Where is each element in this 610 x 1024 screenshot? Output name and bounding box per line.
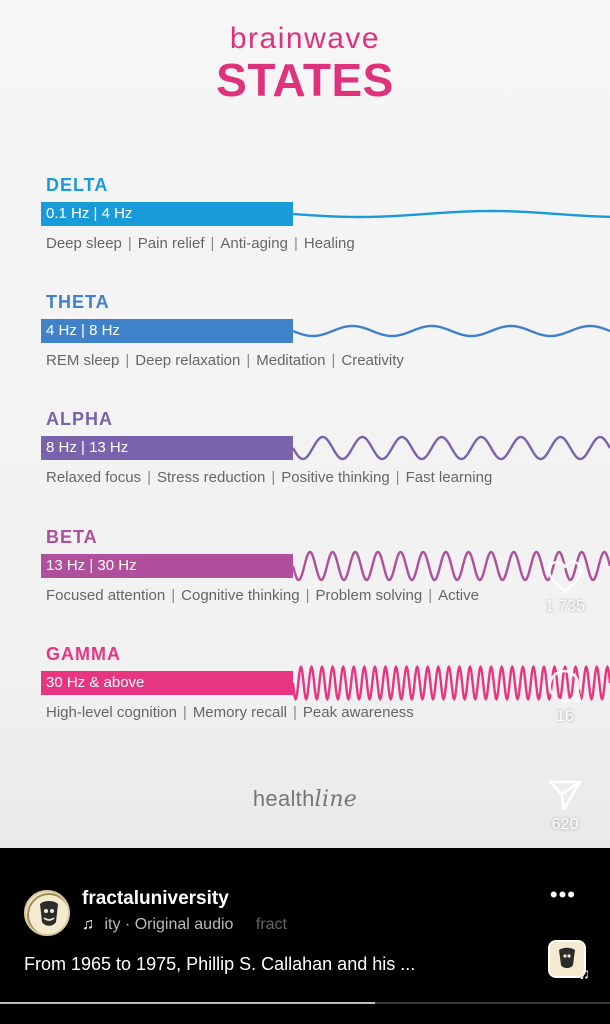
post-caption[interactable]: From 1965 to 1975, Phillip S. Callahan a… <box>24 954 416 974</box>
wave-name: BETA <box>46 527 98 547</box>
tag-separator: | <box>271 469 276 486</box>
wave-line-icon <box>293 209 610 219</box>
wave-effect-tag: Peak awareness <box>302 704 414 721</box>
title-main: STATES <box>216 54 394 106</box>
comment-bubble-icon <box>548 669 582 703</box>
tag-separator: | <box>293 235 298 252</box>
wave-line-icon <box>293 665 610 701</box>
wave-effect-tag: Cognitive thinking <box>181 587 300 604</box>
wave-effect-tag: Active <box>438 587 479 604</box>
wave-name: THETA <box>46 292 110 312</box>
share-count: 620 <box>551 816 579 833</box>
avatar-emblem-icon <box>27 893 68 934</box>
wave-effect-tag: REM sleep <box>46 352 120 369</box>
wave-row-delta: DELTA 0.1 Hz | 4 Hz Deep sleep | Pain relief… <box>0 174 610 274</box>
wave-effects: Focused attention | Cognitive thinking | Pro… <box>46 586 479 606</box>
brainwave-infographic: brainwave STATES DELTA 0.1 Hz | 4 Hz Deep … <box>0 0 610 848</box>
audio-dot: · <box>124 916 131 933</box>
send-paper-plane-icon <box>548 780 582 811</box>
wave-effect-tag: Deep relaxation <box>135 352 241 369</box>
more-options-button[interactable]: ••• <box>549 882 576 907</box>
comment-count: 16 <box>556 708 574 725</box>
wave-effect-tag: Pain relief <box>137 235 205 252</box>
wave-effects: Relaxed focus | Stress reduction | Positive … <box>46 468 492 488</box>
avatar[interactable] <box>24 890 70 936</box>
heart-icon <box>547 560 583 593</box>
video-progress-track[interactable] <box>0 1002 610 1004</box>
wave-effect-tag: Positive thinking <box>281 469 390 486</box>
title-top: brainwave <box>229 22 381 55</box>
wave-effect-tag: Deep sleep <box>46 235 122 252</box>
tag-separator: | <box>127 235 132 252</box>
wave-row-alpha: ALPHA 8 Hz | 13 Hz Relaxed focus | Stress re… <box>0 408 610 508</box>
wave-frequency-bar: 0.1 Hz | 4 Hz <box>41 202 293 226</box>
tag-separator: | <box>182 704 187 721</box>
tag-separator: | <box>395 469 400 486</box>
post-footer: fractaluniversity ♫ ity · Original audio… <box>0 848 610 1024</box>
wave-effect-tag: Anti-aging <box>220 235 288 252</box>
tag-separator: | <box>428 587 433 604</box>
wave-name: DELTA <box>46 175 109 195</box>
wave-line-icon <box>293 550 610 582</box>
wave-effects: REM sleep | Deep relaxation | Meditation | Cre… <box>46 351 404 371</box>
wave-effects: Deep sleep | Pain relief | Anti-aging | Healin… <box>46 234 355 254</box>
tag-separator: | <box>147 469 151 486</box>
wave-name: GAMMA <box>46 644 121 664</box>
wave-effect-tag: Stress reduction <box>156 469 266 486</box>
username[interactable]: fractaluniversity <box>82 888 229 909</box>
video-progress-fill <box>0 1002 376 1004</box>
brand-part2: line <box>314 787 358 812</box>
like-count: 1.735 <box>544 598 586 615</box>
tag-separator: | <box>210 235 215 252</box>
share-button[interactable]: 620 <box>520 778 610 834</box>
brand-part1: health <box>252 786 315 811</box>
audio-line[interactable]: ♫ ity · Original audio fract <box>82 916 287 934</box>
wave-row-theta: THETA 4 Hz | 8 Hz REM sleep | Deep relaxatio… <box>0 291 610 391</box>
wave-frequency-bar: 30 Hz & above <box>41 671 293 695</box>
wave-row-beta: BETA 13 Hz | 30 Hz Focused attention | Cogni… <box>0 526 610 626</box>
wave-row-gamma: GAMMA 30 Hz & above High-level cognition | M… <box>0 643 610 743</box>
audio-trailing: fract <box>255 916 287 933</box>
wave-line-icon <box>293 435 610 461</box>
audio-label: Original audio <box>134 916 234 933</box>
comment-button[interactable]: 16 <box>520 668 610 726</box>
wave-name: ALPHA <box>46 409 113 429</box>
tag-separator: | <box>293 704 297 721</box>
wave-effect-tag: Focused attention <box>46 587 166 604</box>
wave-effect-tag: High-level cognition <box>46 704 177 721</box>
wave-effect-tag: Relaxed focus <box>46 469 142 486</box>
wave-line-icon <box>293 324 610 338</box>
wave-effects: High-level cognition | Memory recall | Peak … <box>46 703 414 723</box>
wave-effect-tag: Problem solving <box>315 587 423 604</box>
wave-effect-tag: Fast learning <box>405 469 493 486</box>
wave-effect-tag: Memory recall <box>192 704 287 721</box>
wave-frequency-bar: 13 Hz | 30 Hz <box>41 554 293 578</box>
tag-separator: | <box>171 587 176 604</box>
music-note-icon: ♫ <box>578 966 590 983</box>
music-note-icon: ♫ <box>82 916 94 933</box>
audio-prefix: ity <box>104 916 121 933</box>
audio-thumbnail[interactable] <box>548 940 586 978</box>
tag-separator: | <box>125 352 130 369</box>
wave-effect-tag: Creativity <box>341 352 404 369</box>
wave-frequency-bar: 8 Hz | 13 Hz <box>41 436 293 460</box>
tag-separator: | <box>246 352 251 369</box>
healthline-logo: healthline <box>0 786 610 812</box>
like-button[interactable]: 1.735 <box>520 560 610 616</box>
tag-separator: | <box>331 352 336 369</box>
wave-frequency-bar: 4 Hz | 8 Hz <box>41 319 293 343</box>
audio-emblem-icon <box>550 942 584 976</box>
tag-separator: | <box>305 587 310 604</box>
wave-effect-tag: Healing <box>303 235 355 252</box>
wave-effect-tag: Meditation <box>256 352 326 369</box>
